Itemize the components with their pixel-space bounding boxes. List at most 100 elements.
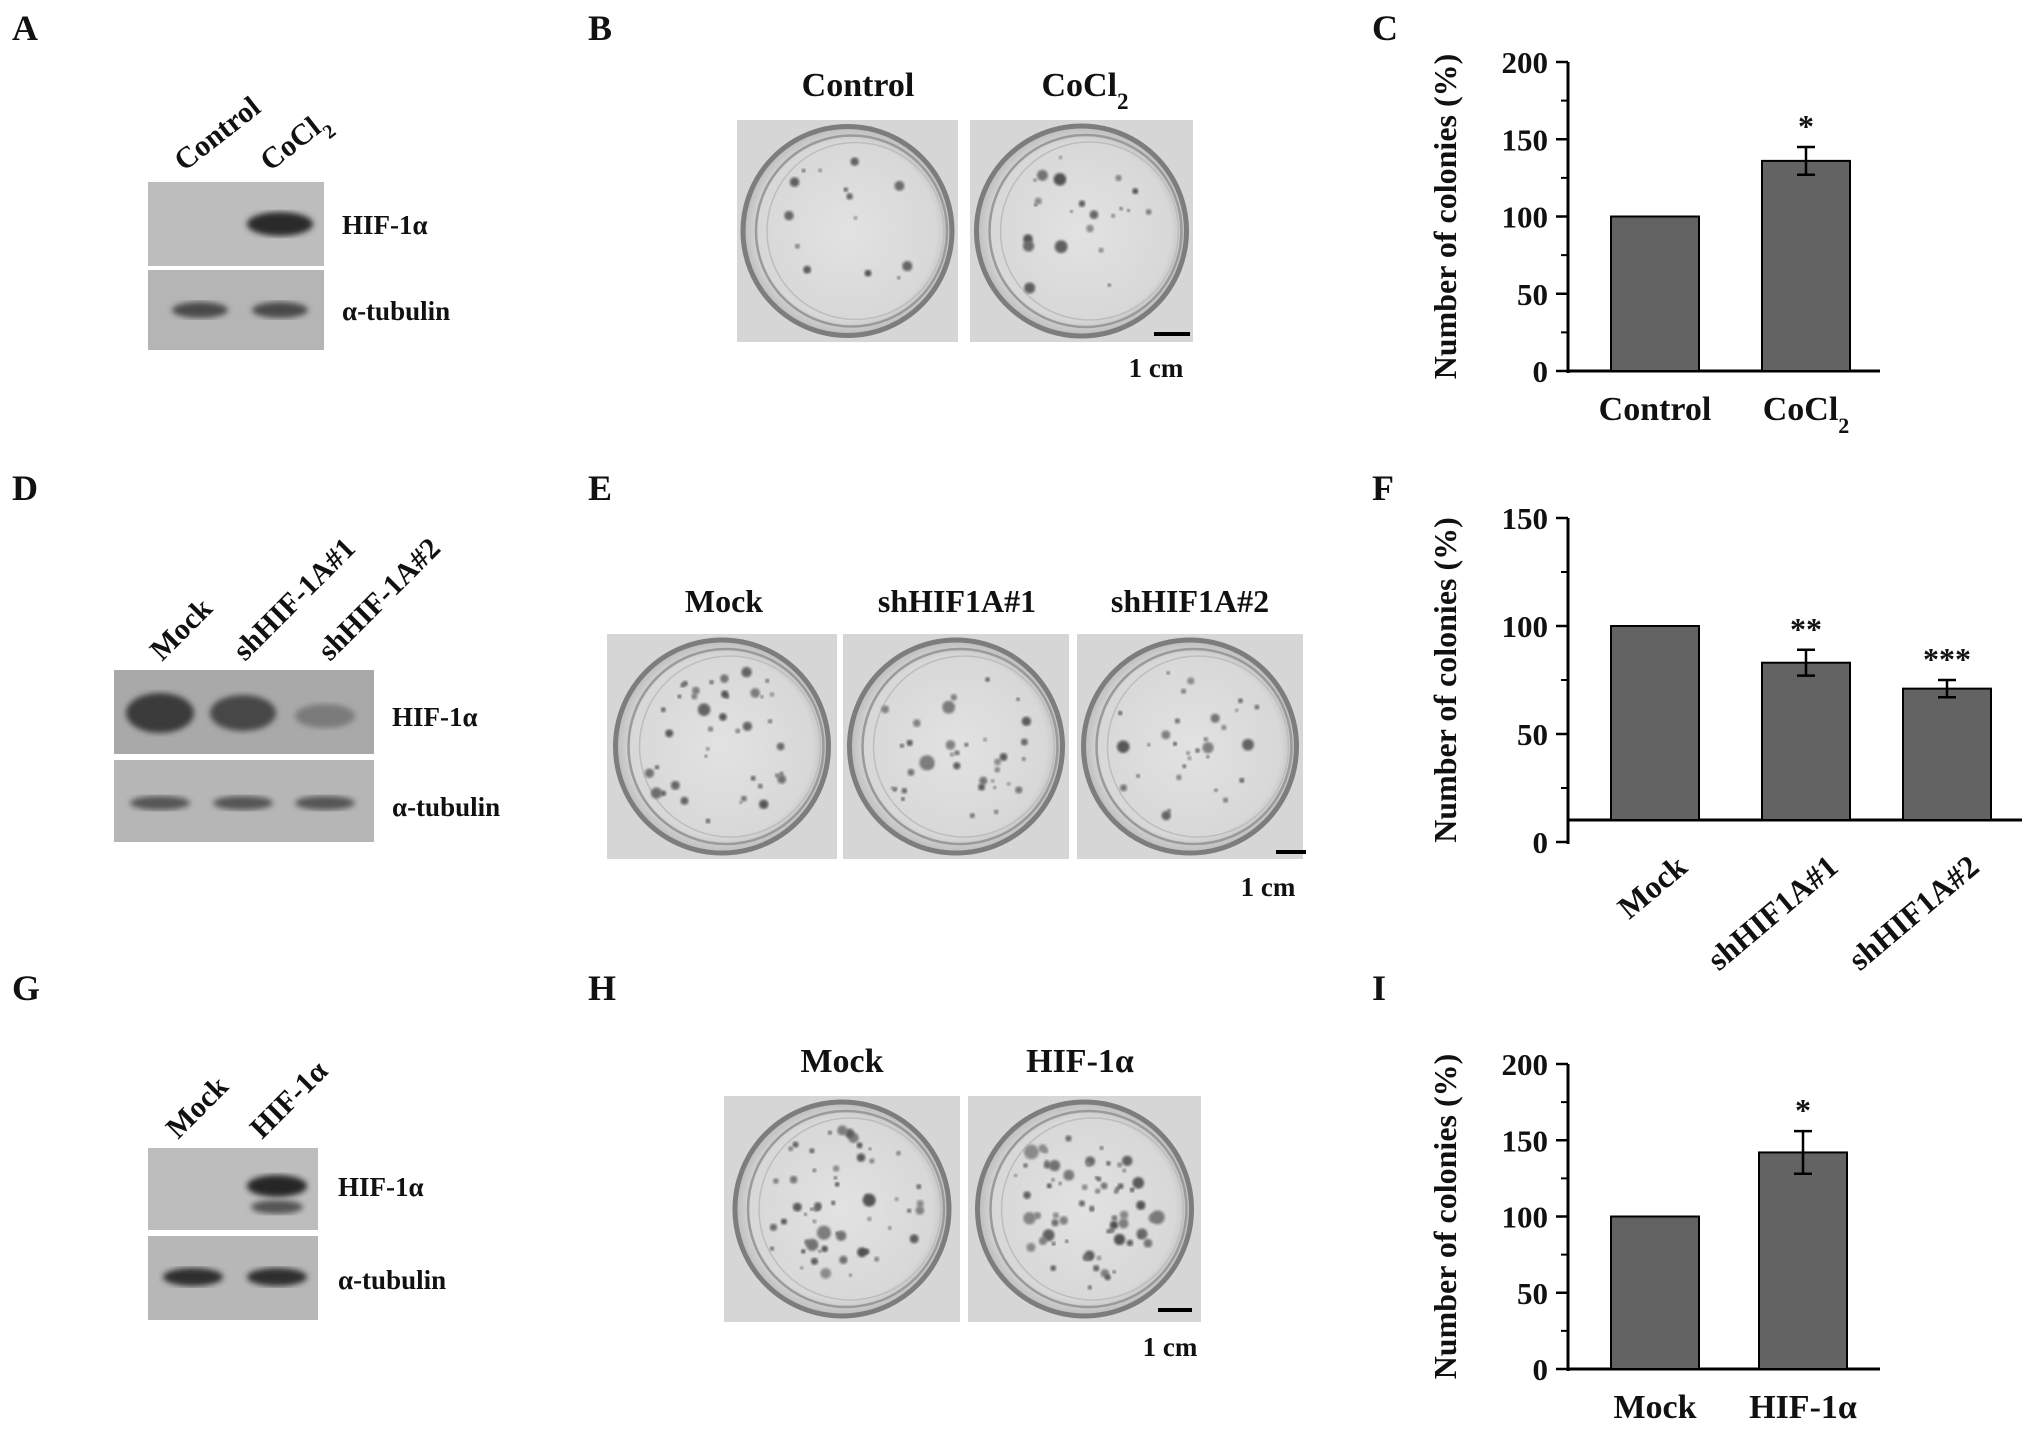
colony — [654, 765, 660, 770]
image-label-mock: Mock — [800, 1043, 883, 1080]
colony — [1016, 697, 1020, 702]
colony — [912, 719, 921, 727]
colony — [899, 743, 905, 748]
colony — [867, 1216, 872, 1222]
colony — [784, 210, 794, 221]
western-blot-a: Control CoCl2 HIF-1α α-tubulin — [148, 90, 450, 350]
colony — [950, 694, 958, 701]
band — [295, 704, 355, 728]
colony — [1116, 740, 1130, 753]
colony — [1206, 755, 1210, 759]
colony — [800, 1266, 804, 1270]
colony — [915, 1206, 925, 1215]
colony — [864, 269, 872, 277]
colony — [780, 1218, 787, 1225]
dish-rim — [847, 637, 1065, 856]
colony — [1129, 1187, 1135, 1193]
image-label-control: Control — [802, 67, 915, 104]
band-label-hif1a: HIF-1α — [342, 210, 428, 240]
colony — [1109, 1220, 1119, 1230]
colony — [894, 180, 905, 191]
colony — [1126, 208, 1131, 213]
colony — [1106, 1161, 1111, 1166]
colony — [794, 243, 800, 249]
colony — [1033, 178, 1037, 182]
y-tick-label: 100 — [1502, 609, 1549, 644]
colony — [1024, 1144, 1039, 1160]
colony — [909, 1234, 919, 1244]
colony — [1234, 708, 1239, 713]
colony — [1122, 1168, 1127, 1173]
colony — [1100, 1182, 1108, 1190]
colony — [1119, 206, 1123, 211]
colony — [979, 776, 988, 785]
colony — [869, 1158, 875, 1164]
colony — [1021, 716, 1032, 727]
band — [247, 212, 313, 236]
colony — [1112, 1270, 1116, 1274]
band-label-hif1a: HIF-1α — [392, 702, 478, 732]
colony — [1038, 1236, 1048, 1246]
colony — [1167, 808, 1172, 813]
colony — [1050, 1265, 1057, 1272]
colony — [978, 783, 986, 791]
colony — [993, 809, 999, 815]
colony — [902, 260, 913, 272]
colony — [953, 762, 961, 770]
colony — [1108, 1227, 1115, 1234]
colony — [777, 774, 787, 784]
colony — [916, 1200, 924, 1208]
colony — [1187, 677, 1195, 685]
bar — [1758, 1151, 1848, 1370]
colony — [719, 713, 727, 721]
colony — [1239, 777, 1245, 783]
dish-rim — [975, 1099, 1194, 1319]
panel-letter-b: B — [588, 8, 612, 48]
dish-inner-rim — [988, 133, 1183, 329]
colony — [985, 677, 990, 682]
x-tick-label: shHIF1A#1 — [1700, 848, 1844, 977]
x-tick-label: shHIF1A#2 — [1841, 848, 1985, 977]
band — [126, 693, 194, 733]
colony — [818, 168, 822, 173]
colony — [810, 1207, 814, 1211]
colony — [809, 1148, 815, 1154]
colony — [691, 693, 698, 700]
colony — [900, 797, 905, 801]
colony — [765, 678, 770, 684]
colony — [1046, 1183, 1052, 1189]
colony — [834, 1182, 840, 1187]
panel-letter-g: G — [12, 968, 40, 1008]
colony — [916, 1184, 922, 1190]
colony — [857, 1247, 867, 1258]
colony — [1043, 1161, 1051, 1169]
colony — [665, 729, 674, 738]
colony — [1058, 1181, 1062, 1186]
colony — [1054, 240, 1068, 254]
colony — [767, 719, 773, 724]
colony — [1089, 1205, 1095, 1211]
dish-inner-rim — [872, 655, 1056, 838]
dish-inner-rim — [1106, 655, 1290, 838]
dish-inner-rim — [627, 647, 825, 846]
y-tick-label: 50 — [1517, 1276, 1548, 1311]
y-tick-label: 200 — [1502, 1047, 1549, 1082]
dish-rim — [740, 124, 955, 338]
colony — [1065, 1239, 1069, 1243]
colony — [789, 1175, 798, 1184]
colony — [670, 780, 680, 790]
colony — [1111, 213, 1116, 218]
y-tick-label: 100 — [1502, 200, 1549, 235]
colony — [1085, 1161, 1091, 1167]
colony — [848, 1273, 853, 1277]
colony — [1238, 698, 1243, 704]
dish-mock — [607, 634, 837, 859]
colony — [1087, 1285, 1092, 1290]
image-label-mock: Mock — [685, 583, 763, 619]
colony — [1145, 209, 1152, 215]
western-blot-g: Mock HIF-1α HIF-1α α-tubulin — [148, 1054, 446, 1320]
colony — [1203, 736, 1209, 742]
colony — [1254, 704, 1260, 710]
colony — [856, 1142, 863, 1149]
band-label-tubulin: α-tubulin — [392, 792, 500, 822]
